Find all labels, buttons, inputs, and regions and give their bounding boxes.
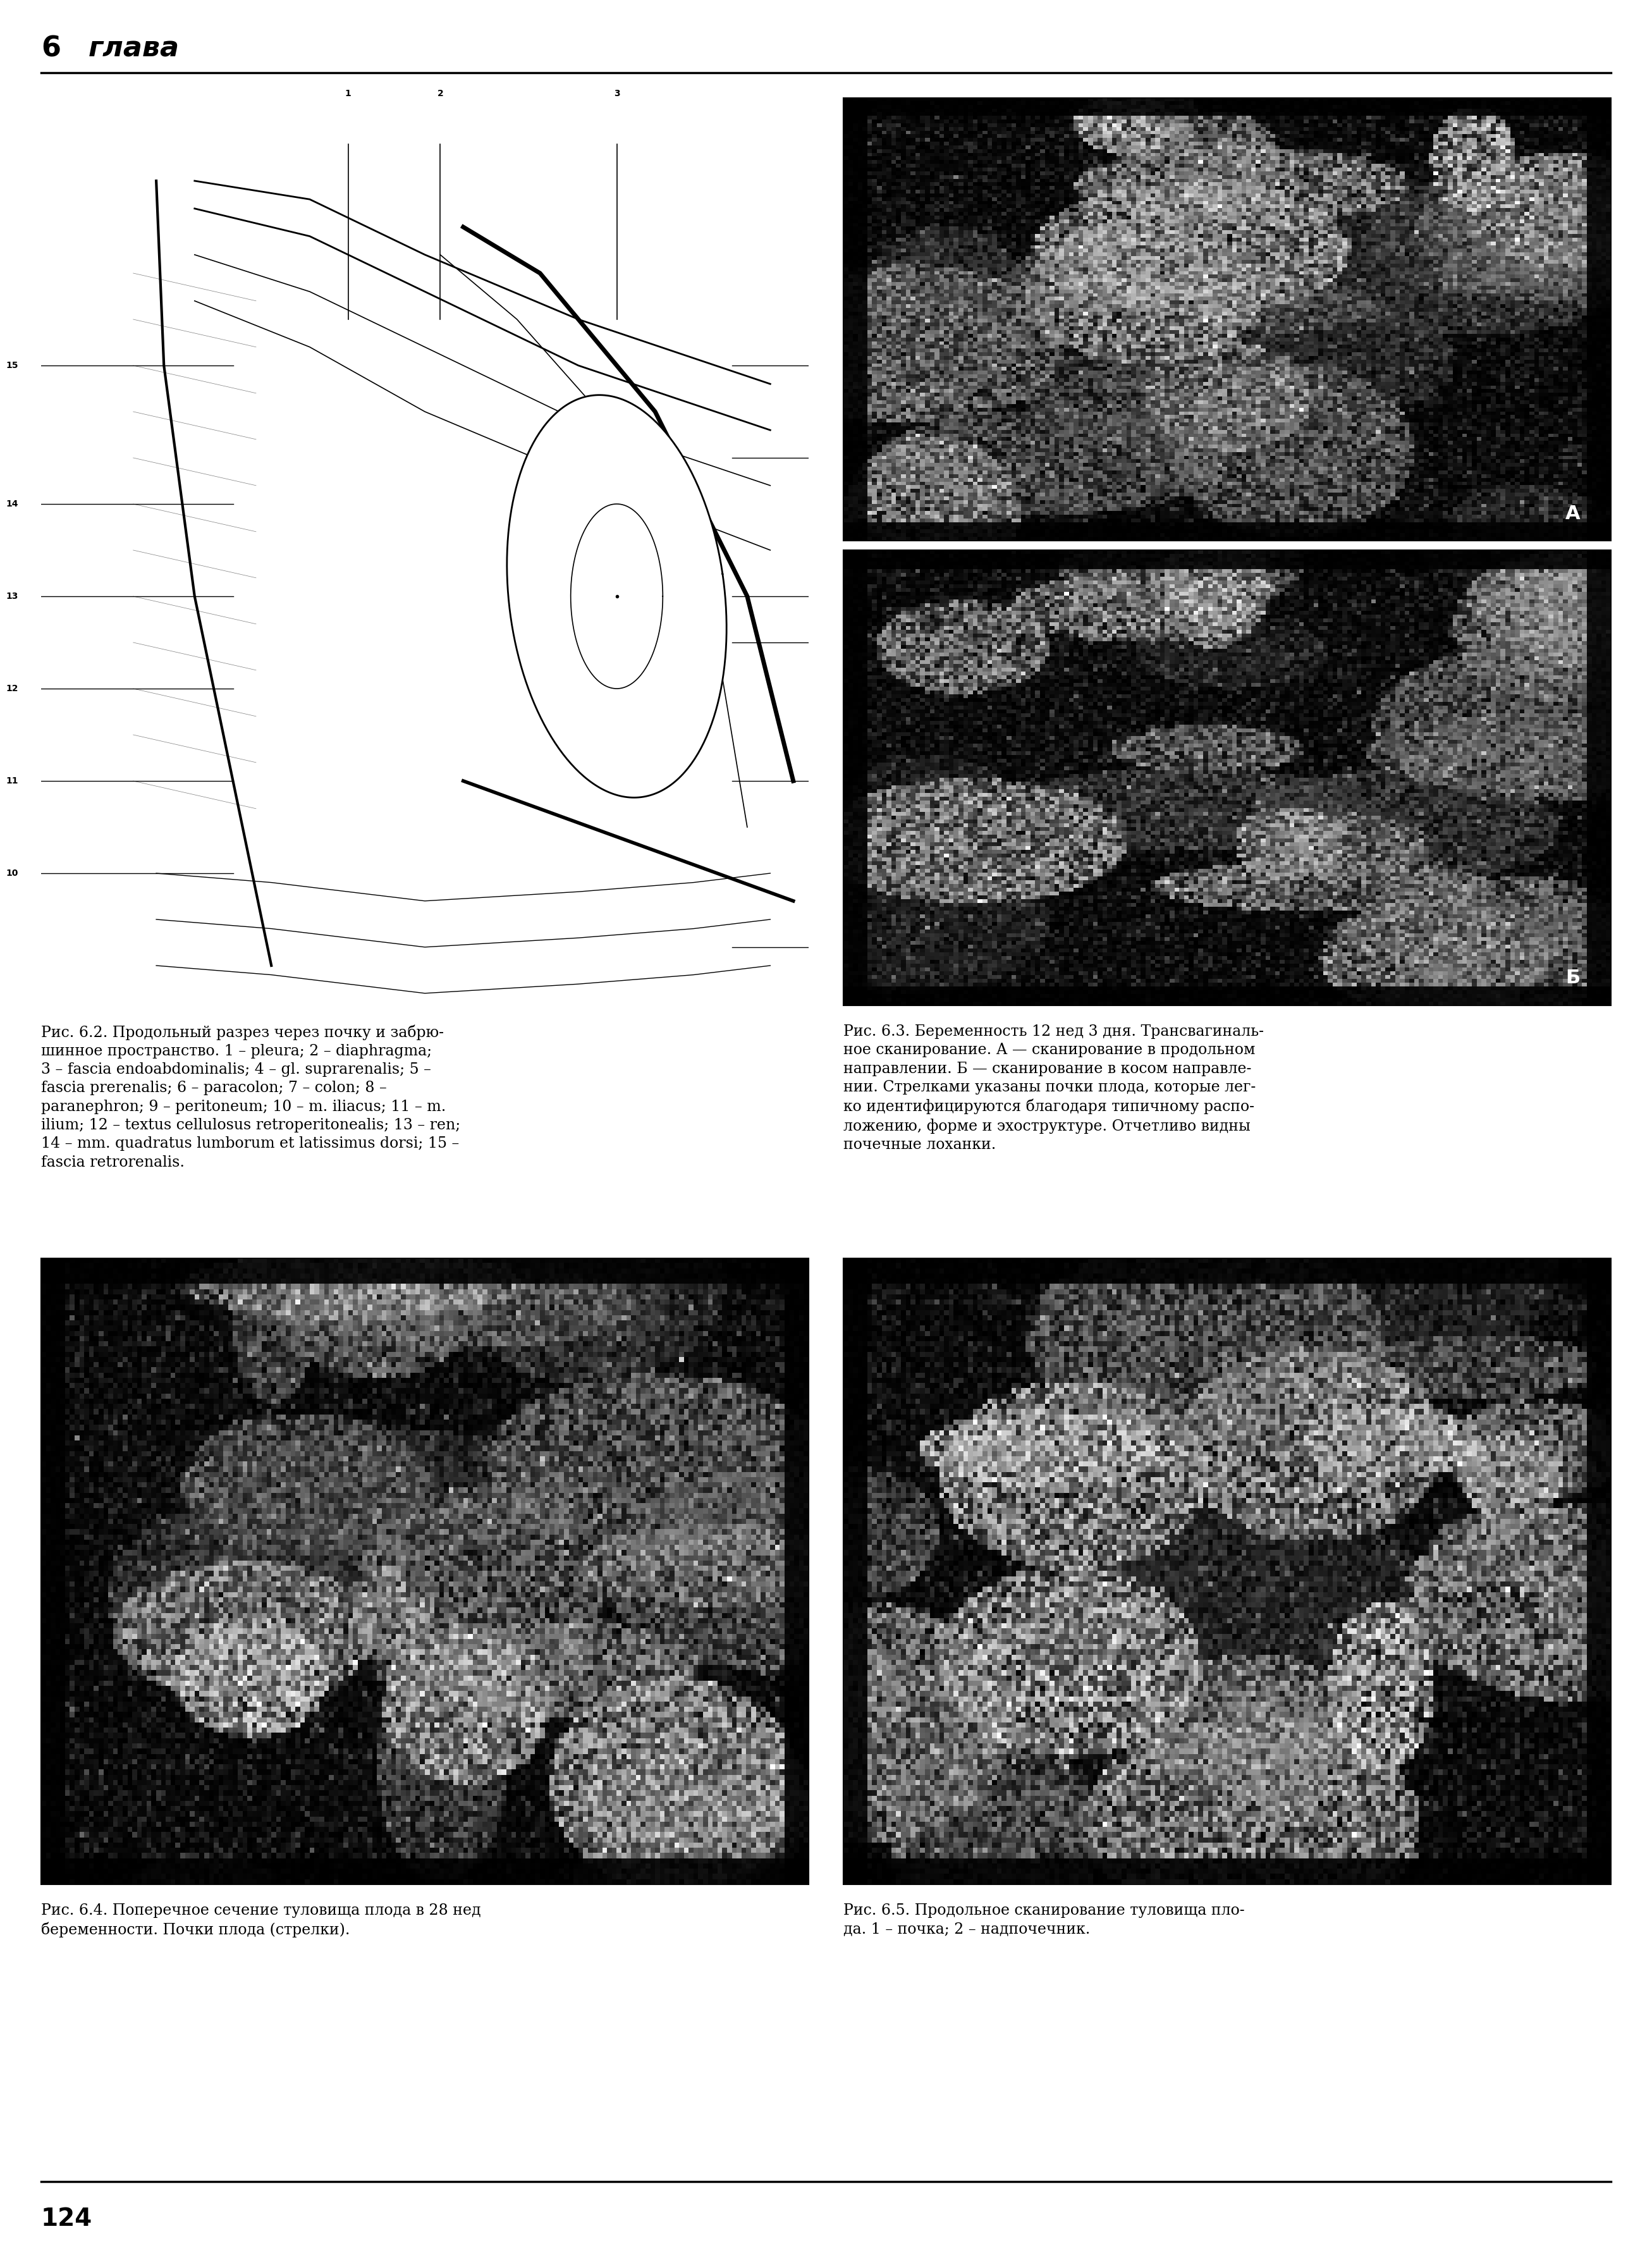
Text: 13: 13 <box>7 592 18 601</box>
Text: 11: 11 <box>5 778 18 784</box>
Text: 6: 6 <box>41 36 61 63</box>
Text: 3: 3 <box>613 90 620 99</box>
Bar <box>41 1259 808 1885</box>
Text: 15: 15 <box>5 361 18 370</box>
Bar <box>844 99 1611 540</box>
Text: 6: 6 <box>847 592 852 601</box>
Text: Б: Б <box>1566 968 1581 988</box>
Text: 8: 8 <box>847 778 852 784</box>
Text: А: А <box>1564 504 1581 522</box>
Text: 4: 4 <box>847 361 852 370</box>
Text: 12: 12 <box>5 684 18 692</box>
Text: 2: 2 <box>438 90 443 99</box>
Text: 14: 14 <box>5 500 18 509</box>
Text: Рис. 6.5. Продольное сканирование туловища пло-
да. 1 – почка; 2 – надпочечник.: Рис. 6.5. Продольное сканирование тулови… <box>844 1903 1244 1936</box>
Text: 10: 10 <box>7 870 18 878</box>
Text: 1: 1 <box>345 90 352 99</box>
Polygon shape <box>507 394 727 798</box>
Text: Рис. 6.4. Поперечное сечение туловища плода в 28 нед
беременности. Почки плода (: Рис. 6.4. Поперечное сечение туловища пл… <box>41 1903 481 1938</box>
Bar <box>844 1259 1611 1885</box>
Bar <box>844 549 1611 1006</box>
Text: 7: 7 <box>847 639 852 648</box>
Text: Рис. 6.2. Продольный разрез через почку и забрю-
шинное пространство. 1 – pleura: Рис. 6.2. Продольный разрез через почку … <box>41 1024 461 1170</box>
Text: 124: 124 <box>41 2207 93 2230</box>
Text: глава: глава <box>89 36 180 63</box>
Text: 5: 5 <box>847 453 852 462</box>
Text: 9: 9 <box>847 943 852 952</box>
Text: Рис. 6.3. Беременность 12 нед 3 дня. Трансвагиналь-
ное сканирование. А — сканир: Рис. 6.3. Беременность 12 нед 3 дня. Тра… <box>844 1024 1264 1152</box>
